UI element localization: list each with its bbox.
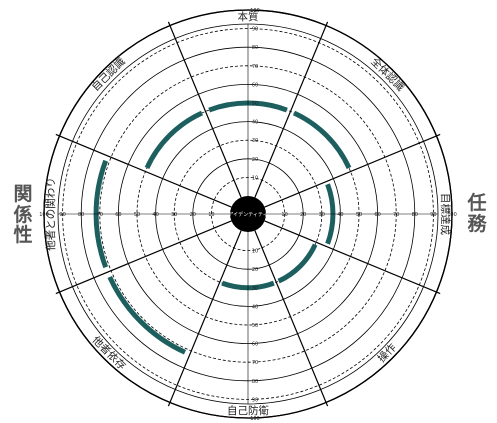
arc-7 — [144, 110, 204, 170]
tick-v-1-80: 80 — [252, 379, 258, 385]
tick-v-1-70: 70 — [252, 360, 258, 366]
divider-0 — [254, 21, 329, 198]
center-hub — [230, 196, 266, 232]
tick-v-0-20: 20 — [252, 157, 258, 163]
center-label: アイデンティティ — [228, 211, 267, 218]
sector-label-0: 本質 — [238, 10, 259, 23]
sector-label-7: 自己認識 — [89, 55, 128, 94]
arc-1 — [292, 110, 352, 170]
tick-h-1-20: 20 — [190, 212, 196, 218]
sector-label-3: 操作 — [375, 341, 399, 365]
tick-h-0-80: 80 — [412, 212, 418, 218]
divider-7 — [167, 21, 242, 198]
sector-label-5: 他者依存 — [90, 334, 129, 373]
divider-5 — [55, 220, 232, 295]
tick-v-1-100: 100 — [250, 416, 260, 422]
tick-h-1-50: 50 — [134, 212, 140, 218]
tick-v-0-50: 50 — [252, 101, 258, 107]
tick-v-1-20: 20 — [252, 267, 258, 273]
sector-label-6: 他者との関わり — [44, 177, 57, 250]
divider-2 — [264, 220, 441, 295]
tick-v-0-80: 80 — [252, 45, 258, 51]
tick-v-1-10: 10 — [252, 249, 258, 255]
divider-1 — [264, 133, 441, 208]
divider-3 — [254, 230, 329, 407]
outer-ring — [43, 9, 453, 419]
tick-v-0-10: 10 — [252, 175, 258, 181]
tick-h-1-90: 90 — [59, 212, 65, 218]
tick-h-0-40: 40 — [337, 212, 343, 218]
tick-h-1-30: 30 — [171, 212, 177, 218]
tick-h-0-90: 90 — [430, 212, 436, 218]
value-arcs — [93, 100, 352, 355]
tick-h-0-20: 20 — [300, 212, 306, 218]
tick-v-1-60: 60 — [252, 342, 258, 348]
tick-h-0-50: 50 — [356, 212, 362, 218]
sector-label-4: 自己防衛 — [227, 404, 269, 417]
tick-v-1-40: 40 — [252, 304, 258, 310]
tick-h-1-10: 10 — [208, 212, 214, 218]
tick-v-0-60: 60 — [252, 82, 258, 88]
tick-h-0-60: 60 — [374, 212, 380, 218]
tick-h-1-70: 70 — [97, 212, 103, 218]
tick-h-0-70: 70 — [393, 212, 399, 218]
tick-v-1-50: 50 — [252, 323, 258, 329]
tick-h-1-60: 60 — [115, 212, 121, 218]
side-label-left: 関係性 — [13, 183, 33, 247]
tick-h-1-40: 40 — [152, 212, 158, 218]
arc-3 — [277, 243, 318, 284]
tick-h-0-30: 30 — [319, 212, 325, 218]
tick-h-1-80: 80 — [78, 212, 84, 218]
side-label-right: 任務 — [467, 192, 487, 235]
tick-v-0-30: 30 — [252, 138, 258, 144]
tick-h-0-10: 10 — [281, 212, 287, 218]
sector-label-2: 目標達成 — [439, 193, 452, 235]
tick-v-0-40: 40 — [252, 120, 258, 126]
tick-h-1-100: 100 — [39, 212, 49, 218]
tick-v-0-90: 90 — [252, 27, 258, 33]
tick-v-0-100: 100 — [250, 8, 260, 14]
tick-v-1-90: 90 — [252, 397, 258, 403]
tick-v-1-30: 30 — [252, 286, 258, 292]
arc-5 — [107, 275, 187, 355]
tick-h-0-100: 100 — [447, 212, 457, 218]
divider-6 — [55, 133, 232, 208]
sector-label-1: 全体認識 — [368, 55, 407, 94]
tick-v-0-70: 70 — [252, 64, 258, 70]
divider-4 — [167, 230, 242, 407]
